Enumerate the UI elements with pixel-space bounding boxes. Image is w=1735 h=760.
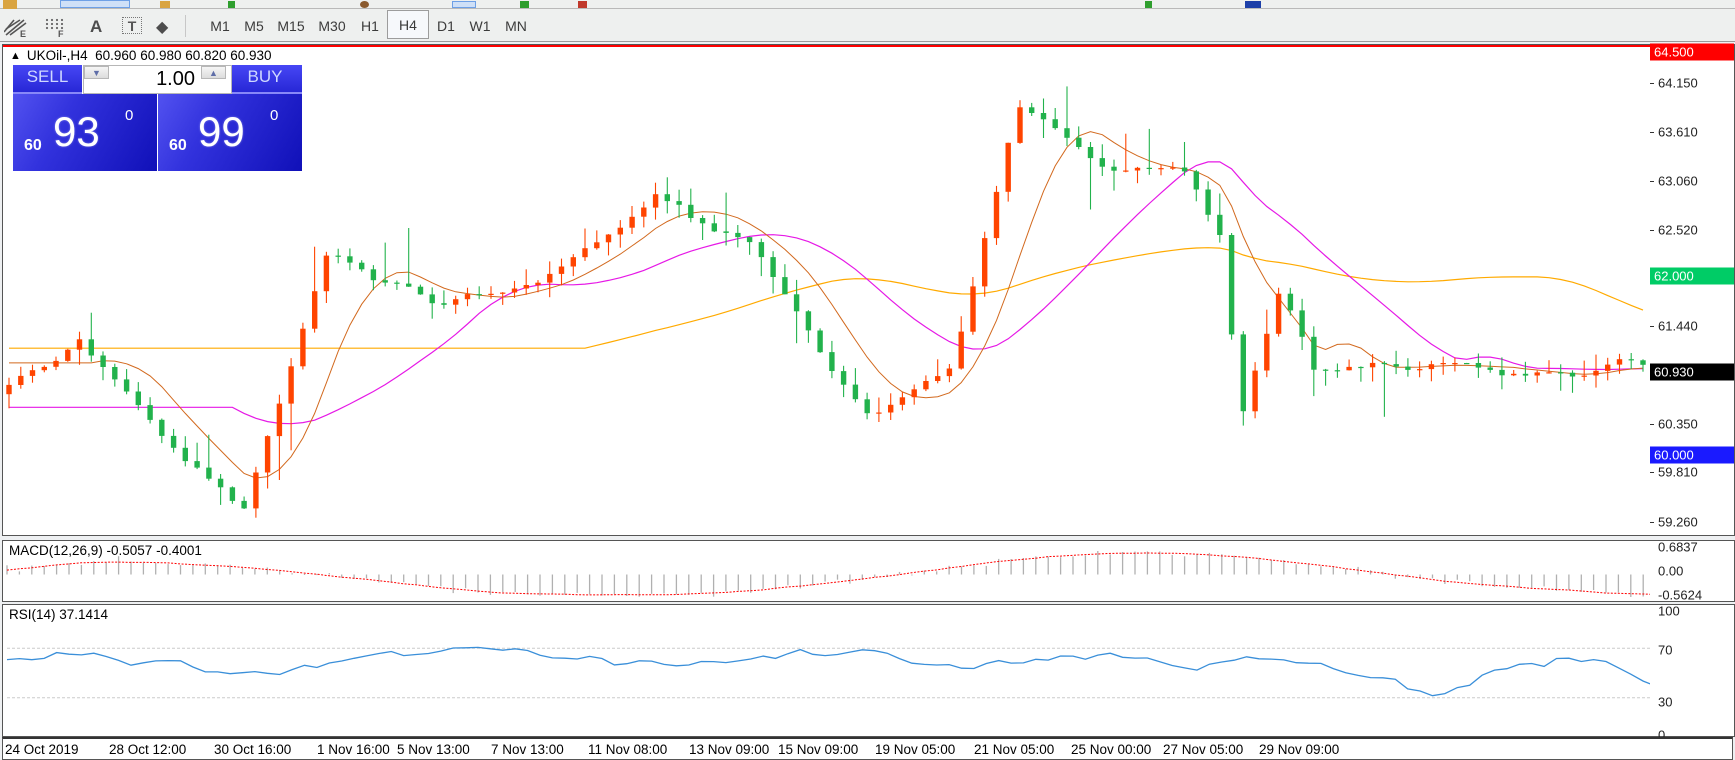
svg-text:F: F xyxy=(58,29,64,38)
svg-text:E: E xyxy=(20,29,26,38)
